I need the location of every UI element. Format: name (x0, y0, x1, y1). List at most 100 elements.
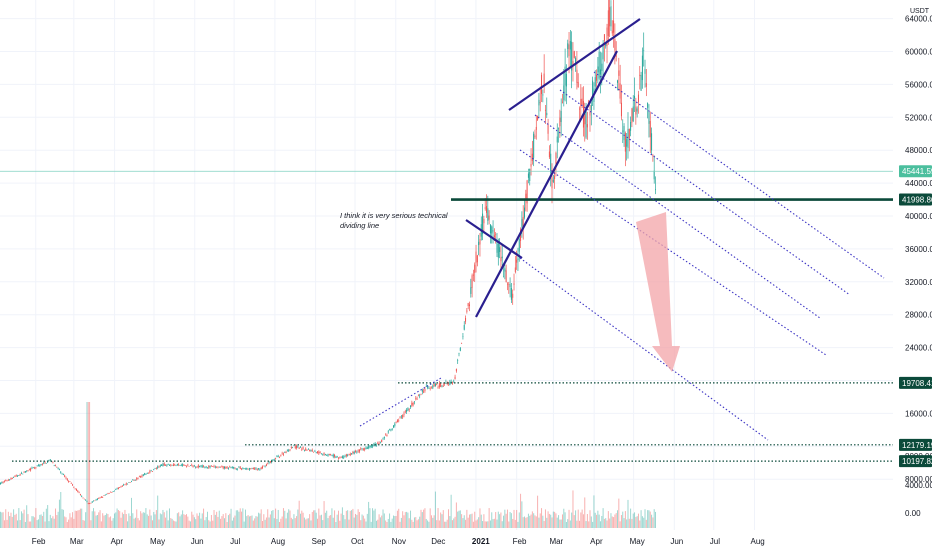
price-tag-label: 12179.19 (902, 441, 932, 450)
candle-body (552, 179, 554, 182)
candle-body (462, 335, 464, 337)
volume-bars (0, 402, 656, 528)
candle-body (280, 455, 282, 456)
volume-bar (148, 515, 150, 528)
candle-body (216, 466, 218, 468)
candle-body (627, 128, 629, 148)
volume-bar (462, 518, 464, 528)
volume-bar (301, 510, 303, 528)
volume-bar (550, 514, 552, 528)
candle-body (475, 251, 477, 264)
volume-bar (298, 500, 300, 528)
volume-bar (218, 510, 220, 528)
volume-bar (9, 516, 11, 528)
candle-body (378, 443, 380, 444)
volume-bar (410, 510, 412, 528)
volume-bar (603, 518, 605, 528)
volume-bar (378, 514, 380, 528)
price-tag (899, 376, 932, 389)
candle-body (404, 411, 406, 413)
volume-bar (142, 512, 144, 528)
volume-bar (582, 514, 584, 528)
candle-body (115, 489, 117, 490)
volume-bar (412, 521, 414, 528)
volume-bar (393, 515, 394, 528)
volume-bar (572, 490, 574, 528)
candle-body (221, 466, 223, 468)
candle-body (370, 445, 372, 448)
volume-bar (286, 512, 288, 528)
volume-bar (187, 516, 189, 528)
time-tick-label: Mar (70, 537, 84, 546)
candle-body (39, 464, 41, 467)
candle-body (267, 463, 269, 465)
volume-bar (334, 510, 336, 528)
horizontal-levels (0, 170, 893, 462)
candle-body (613, 20, 615, 33)
volume-bar (593, 495, 595, 528)
candle-body (516, 259, 518, 263)
volume-bar (191, 511, 193, 528)
volume-bar (529, 515, 531, 528)
volume-bar (217, 516, 219, 528)
volume-bar (337, 510, 339, 528)
candle-body (618, 70, 620, 76)
volume-bar (111, 520, 113, 528)
volume-bar (618, 498, 620, 528)
candle-body (302, 447, 304, 449)
volume-bar (133, 518, 135, 528)
volume-bar (285, 518, 287, 528)
candle-body (103, 495, 105, 496)
candle-body (165, 464, 167, 466)
volume-bar (565, 521, 567, 528)
candle-body (391, 428, 393, 430)
volume-bar (639, 520, 641, 528)
volume-bar (348, 519, 350, 528)
volume-bar (336, 514, 338, 528)
volume-bar (28, 521, 30, 528)
candle-body (225, 466, 227, 468)
candle-body (195, 467, 197, 468)
volume-bar (324, 512, 326, 528)
candle-body (383, 436, 385, 438)
volume-bar (446, 519, 448, 528)
candle-body (400, 416, 402, 418)
volume-bar (203, 508, 205, 528)
volume-bar (296, 516, 298, 528)
price-tag (899, 438, 932, 451)
price-tick-label: 36000.00 (905, 245, 932, 254)
candle-body (466, 310, 468, 312)
volume-bar (551, 517, 553, 528)
candle-body (117, 487, 119, 490)
candle-body (375, 444, 377, 446)
volume-bar (351, 510, 353, 528)
candle-body (60, 472, 62, 473)
volume-bar (40, 514, 42, 528)
volume-bar (407, 512, 409, 528)
volume-bar (167, 520, 169, 528)
candle-body (385, 434, 387, 436)
volume-bar (542, 515, 544, 528)
candle-body (348, 454, 350, 455)
volume-bar (624, 511, 626, 528)
volume-bar (53, 518, 55, 528)
volume-bar (70, 517, 72, 528)
candle-body (208, 465, 210, 468)
volume-bar (493, 518, 495, 528)
volume-bar (256, 516, 258, 528)
candle-body (527, 173, 529, 178)
volume-bar (3, 520, 5, 528)
candle-body (419, 395, 421, 397)
volume-bar (655, 511, 656, 528)
candle-body (351, 453, 353, 455)
volume-bar (509, 511, 511, 528)
candle-body (106, 494, 108, 495)
time-axis[interactable]: Feb Mar Apr May Jun Jul Aug Sep Oct Nov Dec 2021 Feb… (32, 537, 765, 546)
candle-body (339, 457, 341, 459)
volume-bar (503, 515, 505, 528)
candle-body (487, 208, 489, 221)
candle-body (58, 469, 60, 470)
price-axis[interactable]: 72000.0068000.0064000.0060000.0056000.00… (899, 0, 932, 518)
volume-bar (280, 518, 282, 528)
